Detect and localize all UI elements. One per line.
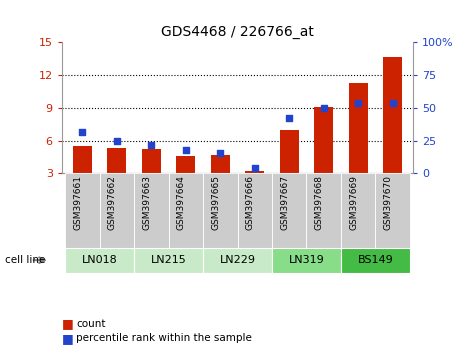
Text: ■: ■ (62, 318, 74, 330)
Text: LN319: LN319 (288, 255, 324, 265)
Title: GDS4468 / 226766_at: GDS4468 / 226766_at (161, 25, 314, 39)
Point (389, 100, 396, 105)
Text: GSM397662: GSM397662 (108, 175, 117, 230)
Text: GSM397668: GSM397668 (314, 175, 323, 230)
Point (182, 147, 190, 153)
Text: GSM397666: GSM397666 (246, 175, 255, 230)
Text: LN215: LN215 (151, 255, 187, 265)
Text: GSM397664: GSM397664 (177, 175, 186, 230)
Point (285, 116, 293, 121)
Point (354, 100, 362, 105)
Text: BS149: BS149 (358, 255, 393, 265)
Point (217, 150, 224, 155)
Bar (107, 148, 126, 173)
Bar (349, 83, 368, 173)
Bar (314, 107, 333, 173)
Text: percentile rank within the sample: percentile rank within the sample (76, 333, 252, 343)
Text: GSM397665: GSM397665 (211, 175, 220, 230)
Bar (142, 149, 161, 173)
Point (113, 138, 121, 144)
Point (251, 165, 258, 171)
Point (320, 105, 327, 111)
Bar (245, 171, 264, 173)
Text: LN018: LN018 (82, 255, 117, 265)
Text: cell line: cell line (5, 255, 45, 265)
Text: GSM397667: GSM397667 (280, 175, 289, 230)
Text: GSM397670: GSM397670 (384, 175, 392, 230)
Text: GSM397669: GSM397669 (349, 175, 358, 230)
Text: GSM397663: GSM397663 (142, 175, 152, 230)
Text: ■: ■ (62, 332, 74, 344)
Text: GSM397661: GSM397661 (74, 175, 83, 230)
Bar (176, 156, 195, 173)
Bar (211, 155, 230, 173)
Text: LN229: LN229 (219, 255, 256, 265)
Bar (383, 57, 402, 173)
Text: count: count (76, 319, 105, 329)
Point (148, 142, 155, 148)
Bar (73, 146, 92, 173)
Point (79, 129, 86, 135)
Bar (280, 130, 299, 173)
